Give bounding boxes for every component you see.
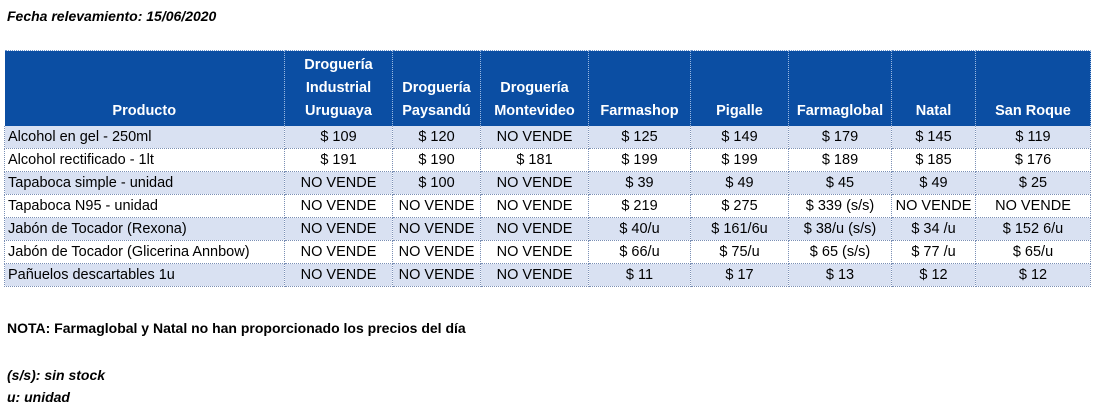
price-cell: $ 145 [891, 126, 976, 149]
price-cell: NO VENDE [392, 240, 481, 264]
column-header-text: Producto [112, 103, 177, 119]
price-cell: $ 34 /u [891, 217, 976, 241]
table-row: Pañuelos descartables 1u NO VENDE NO VENDE… [4, 263, 1091, 287]
product-name-cell: Tapaboca N95 - unidad [4, 194, 285, 218]
legend-sin-stock: (s/s): sin stock [7, 367, 106, 383]
price-cell: $ 49 [891, 171, 976, 195]
price-cell: $ 119 [975, 126, 1091, 149]
column-header: Farmaglobal [788, 50, 892, 126]
table-row: Tapaboca N95 - unidad NO VENDE NO VENDE NO … [4, 194, 1091, 218]
product-name-cell: Pañuelos descartables 1u [4, 263, 285, 287]
price-cell: $ 38/u (s/s) [788, 217, 892, 241]
price-cell: NO VENDE [284, 263, 393, 287]
price-cell: NO VENDE [392, 217, 481, 241]
legend-unidad: u: unidad [7, 389, 70, 405]
price-cell: NO VENDE [891, 194, 976, 218]
price-cell: NO VENDE [392, 194, 481, 218]
price-cell: $ 199 [588, 148, 691, 172]
price-cell: $ 219 [588, 194, 691, 218]
product-name-cell: Tapaboca simple - unidad [4, 171, 285, 195]
price-cell: $ 100 [392, 171, 481, 195]
column-header: San Roque [975, 50, 1091, 126]
price-cell: $ 45 [788, 171, 892, 195]
price-cell: NO VENDE [480, 171, 589, 195]
column-header-text: Droguería [500, 80, 569, 96]
price-cell: $ 191 [284, 148, 393, 172]
price-cell: NO VENDE [480, 240, 589, 264]
table-row: Jabón de Tocador (Glicerina Annbow) NO VE… [4, 240, 1091, 264]
table-row: Alcohol rectificado - 1lt $ 191 $ 190 $ 181… [4, 148, 1091, 172]
price-cell: $ 25 [975, 171, 1091, 195]
note-text: NOTA: Farmaglobal y Natal no han proporc… [7, 320, 466, 336]
price-cell: NO VENDE [480, 263, 589, 287]
price-cell: $ 13 [788, 263, 892, 287]
column-header: Droguería Montevideo [480, 50, 589, 126]
price-cell: $ 17 [690, 263, 789, 287]
price-cell: $ 176 [975, 148, 1091, 172]
price-cell: $ 109 [284, 126, 393, 149]
table-row: Tapaboca simple - unidad NO VENDE $ 100 NO … [4, 171, 1091, 195]
price-cell: $ 339 (s/s) [788, 194, 892, 218]
column-header: Natal [891, 50, 976, 126]
price-cell: $ 40/u [588, 217, 691, 241]
price-cell: NO VENDE [392, 263, 481, 287]
price-cell: $ 11 [588, 263, 691, 287]
price-cell: $ 65 (s/s) [788, 240, 892, 264]
column-header: Droguería Paysandú [392, 50, 481, 126]
table-header-row: Producto Droguería Industrial Uruguaya Drogu… [4, 50, 1091, 126]
price-cell: $ 120 [392, 126, 481, 149]
price-cell: $ 190 [392, 148, 481, 172]
table-row: Alcohol en gel - 250ml $ 109 $ 120 NO VENDE… [4, 126, 1091, 149]
price-cell: $ 179 [788, 126, 892, 149]
column-header-text: Farmaglobal [796, 103, 884, 119]
table-row: Jabón de Tocador (Rexona) NO VENDE NO VEND… [4, 217, 1091, 241]
price-cell: $ 125 [588, 126, 691, 149]
column-header-text: Paysandú [402, 103, 471, 119]
price-cell: NO VENDE [480, 126, 589, 149]
product-name-cell: Alcohol rectificado - 1lt [4, 148, 285, 172]
column-header-text: Droguería [402, 80, 471, 96]
price-table: Producto Droguería Industrial Uruguaya Drogu… [4, 50, 1091, 287]
price-cell: $ 149 [690, 126, 789, 149]
price-cell: $ 189 [788, 148, 892, 172]
price-cell: $ 275 [690, 194, 789, 218]
price-cell: NO VENDE [480, 217, 589, 241]
survey-date: Fecha relevamiento: 15/06/2020 [7, 8, 217, 24]
column-header-text: Pigalle [716, 103, 763, 119]
price-cell: $ 185 [891, 148, 976, 172]
price-cell: NO VENDE [284, 171, 393, 195]
price-cell: $ 199 [690, 148, 789, 172]
price-cell: NO VENDE [975, 194, 1091, 218]
column-header-text: Industrial [305, 80, 372, 96]
price-cell: $ 181 [480, 148, 589, 172]
price-cell: $ 65/u [975, 240, 1091, 264]
table-body: Alcohol en gel - 250ml $ 109 $ 120 NO VENDE… [4, 126, 1091, 287]
column-header: Droguería Industrial Uruguaya [284, 50, 393, 126]
price-cell: NO VENDE [284, 194, 393, 218]
column-header-text: Montevideo [494, 103, 575, 119]
price-cell: $ 75/u [690, 240, 789, 264]
column-header-text: Droguería [304, 57, 373, 73]
price-cell: NO VENDE [284, 217, 393, 241]
column-header-text: Natal [915, 103, 952, 119]
price-cell: $ 49 [690, 171, 789, 195]
price-cell: $ 152 6/u [975, 217, 1091, 241]
product-name-cell: Jabón de Tocador (Glicerina Annbow) [4, 240, 285, 264]
column-header: Farmashop [588, 50, 691, 126]
product-name-cell: Jabón de Tocador (Rexona) [4, 217, 285, 241]
price-cell: $ 161/6u [690, 217, 789, 241]
column-header-text: Uruguaya [305, 103, 372, 119]
column-header-text: Farmashop [600, 103, 679, 119]
price-cell: NO VENDE [480, 194, 589, 218]
price-cell: $ 39 [588, 171, 691, 195]
column-header: Pigalle [690, 50, 789, 126]
product-name-cell: Alcohol en gel - 250ml [4, 126, 285, 149]
price-cell: NO VENDE [284, 240, 393, 264]
price-cell: $ 12 [891, 263, 976, 287]
price-cell: $ 66/u [588, 240, 691, 264]
price-cell: $ 77 /u [891, 240, 976, 264]
column-header-product: Producto [4, 50, 285, 126]
price-cell: $ 12 [975, 263, 1091, 287]
column-header-text: San Roque [995, 103, 1071, 119]
